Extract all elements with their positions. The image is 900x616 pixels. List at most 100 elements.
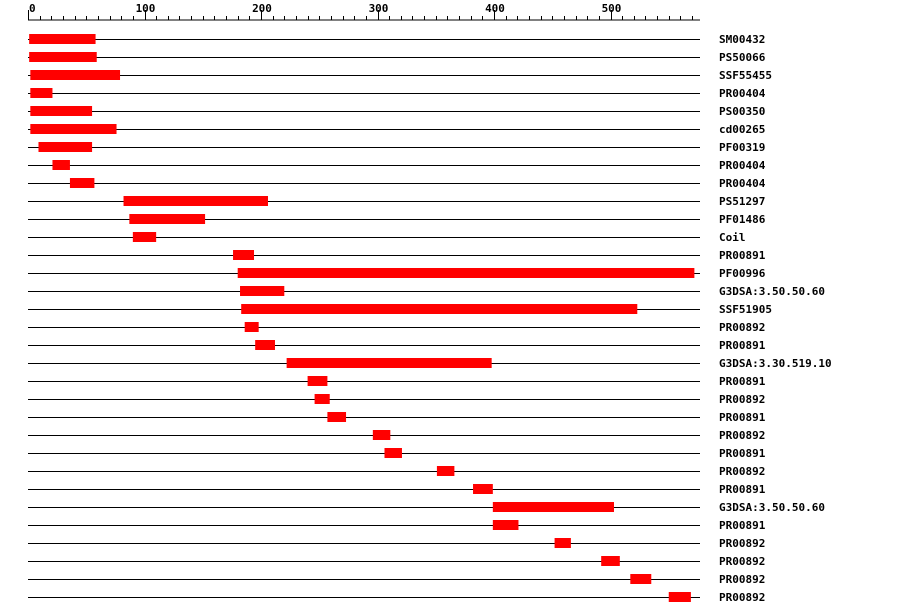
row-label: PR00891 bbox=[719, 375, 766, 388]
domain-bar bbox=[29, 34, 96, 44]
domain-row: PF00319 bbox=[28, 141, 765, 154]
domain-row: PF01486 bbox=[28, 213, 766, 226]
row-label: SSF51905 bbox=[719, 303, 772, 316]
domain-bar bbox=[601, 556, 620, 566]
row-label: PF00996 bbox=[719, 267, 766, 280]
row-label: PF00319 bbox=[719, 141, 765, 154]
domain-row: SSF55455 bbox=[28, 69, 772, 82]
domain-bar bbox=[492, 502, 614, 512]
domain-row: PR00891 bbox=[28, 483, 766, 496]
domain-bar bbox=[30, 106, 93, 116]
domain-row: PS50066 bbox=[28, 51, 766, 64]
domain-bar bbox=[668, 592, 691, 602]
domain-bar bbox=[29, 52, 97, 62]
row-label: PR00891 bbox=[719, 411, 766, 424]
domain-bar bbox=[241, 304, 638, 314]
domain-bar bbox=[30, 124, 117, 134]
row-label: G3DSA:3.50.50.60 bbox=[719, 285, 825, 298]
domain-bar bbox=[52, 160, 70, 170]
domain-bar bbox=[240, 286, 285, 296]
row-label: PR00892 bbox=[719, 429, 765, 442]
domain-row: PS00350 bbox=[28, 105, 765, 118]
domain-bar bbox=[286, 358, 492, 368]
domain-row: PR00892 bbox=[28, 573, 765, 586]
domain-bar bbox=[30, 70, 121, 80]
row-label: PR00892 bbox=[719, 591, 765, 604]
domain-row: PR00404 bbox=[28, 159, 766, 172]
row-label: PR00892 bbox=[719, 465, 765, 478]
row-label: PR00891 bbox=[719, 447, 766, 460]
domain-bar bbox=[237, 268, 695, 278]
domain-row: PR00892 bbox=[28, 393, 765, 406]
row-label: G3DSA:3.50.50.60 bbox=[719, 501, 825, 514]
row-label: PR00892 bbox=[719, 393, 765, 406]
row-label: PS50066 bbox=[719, 51, 766, 64]
domain-row: PR00891 bbox=[28, 339, 766, 352]
row-label: PR00891 bbox=[719, 519, 766, 532]
domain-row: PR00892 bbox=[28, 537, 765, 550]
ruler-tick-label: 500 bbox=[602, 2, 622, 15]
domain-row: G3DSA:3.50.50.60 bbox=[28, 285, 825, 298]
row-label: SM00432 bbox=[719, 33, 765, 46]
domain-bar bbox=[69, 178, 95, 188]
ruler-tick-label: 100 bbox=[136, 2, 156, 15]
domain-row: cd00265 bbox=[28, 123, 765, 136]
domain-row: PS51297 bbox=[28, 195, 765, 208]
domain-row: SM00432 bbox=[28, 33, 765, 46]
row-label: PR00892 bbox=[719, 537, 765, 550]
row-label: PR00404 bbox=[719, 159, 766, 172]
domain-row: G3DSA:3.50.50.60 bbox=[28, 501, 825, 514]
domain-bar bbox=[307, 376, 328, 386]
ruler-tick-label: 200 bbox=[252, 2, 272, 15]
domain-row: PR00404 bbox=[28, 177, 766, 190]
domain-bar bbox=[244, 322, 259, 332]
domain-row: PR00404 bbox=[28, 87, 766, 100]
domain-bar bbox=[314, 394, 330, 404]
domain-bar bbox=[630, 574, 652, 584]
ruler-tick-label: 400 bbox=[485, 2, 505, 15]
domain-bar bbox=[384, 448, 402, 458]
domain-bar bbox=[132, 232, 157, 242]
ruler-axis: 0 100 200 300 400 500 bbox=[28, 2, 700, 21]
domain-row: PR00892 bbox=[28, 555, 765, 568]
domain-row: G3DSA:3.30.519.10 bbox=[28, 357, 832, 370]
domain-bar bbox=[473, 484, 493, 494]
domain-row: PR00892 bbox=[28, 321, 765, 334]
row-label: SSF55455 bbox=[719, 69, 772, 82]
row-label: PR00891 bbox=[719, 483, 766, 496]
row-label: G3DSA:3.30.519.10 bbox=[719, 357, 832, 370]
domain-bar bbox=[129, 214, 206, 224]
row-label: PR00404 bbox=[719, 87, 766, 100]
ruler-tick-label: 300 bbox=[369, 2, 389, 15]
domain-row: PR00891 bbox=[28, 447, 766, 460]
domain-row: PR00891 bbox=[28, 519, 766, 532]
domain-bar bbox=[233, 250, 255, 260]
row-label: PR00892 bbox=[719, 573, 765, 586]
row-label: PR00892 bbox=[719, 321, 765, 334]
domain-row: PR00892 bbox=[28, 465, 765, 478]
domain-row: SSF51905 bbox=[28, 303, 772, 316]
ruler-tick-label: 0 bbox=[29, 2, 36, 15]
row-label: PF01486 bbox=[719, 213, 766, 226]
row-label: PR00891 bbox=[719, 339, 766, 352]
row-label: PR00404 bbox=[719, 177, 766, 190]
domain-bar bbox=[327, 412, 347, 422]
domain-bar bbox=[123, 196, 268, 206]
domain-bar bbox=[492, 520, 519, 530]
domain-rows: SM00432 PS50066 SSF55455 PR00404 PS00350 cd00… bbox=[28, 33, 832, 604]
domain-row: PR00891 bbox=[28, 375, 766, 388]
domain-bar bbox=[38, 142, 93, 152]
row-label: PR00892 bbox=[719, 555, 765, 568]
domain-row: PF00996 bbox=[28, 267, 766, 280]
domain-row: PR00891 bbox=[28, 249, 766, 262]
row-label: cd00265 bbox=[719, 123, 765, 136]
row-label: PR00891 bbox=[719, 249, 766, 262]
row-label: Coil bbox=[719, 231, 746, 244]
domain-bar bbox=[255, 340, 275, 350]
domain-bar bbox=[554, 538, 571, 548]
row-label: PS51297 bbox=[719, 195, 765, 208]
domain-bar bbox=[372, 430, 391, 440]
domain-bar bbox=[30, 88, 53, 98]
domain-row: PR00892 bbox=[28, 591, 765, 604]
